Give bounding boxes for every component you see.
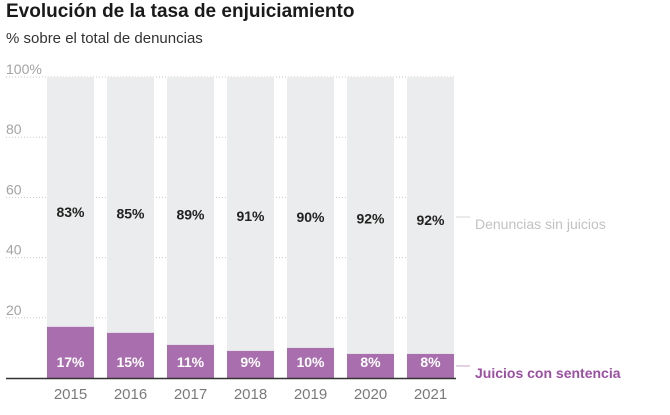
bar-segment-juicios-con-sentencia (287, 347, 334, 378)
bar-segment-juicios-con-sentencia (347, 353, 394, 378)
bar-segment-denuncias-sin-juicios (47, 77, 94, 327)
bar-segment-denuncias-sin-juicios (227, 77, 274, 351)
legend-label-juicios-con-sentencia: Juicios con sentencia (475, 365, 621, 381)
bar-segment-denuncias-sin-juicios (167, 77, 214, 345)
data-label-denuncias: 92% (416, 212, 445, 228)
data-label-denuncias: 92% (356, 211, 385, 227)
bar-segment-denuncias-sin-juicios (347, 77, 394, 354)
y-tick-label: 100% (6, 61, 42, 77)
legend-label-denuncias-sin-juicios: Denuncias sin juicios (475, 216, 606, 232)
x-tick-label: 2018 (234, 386, 267, 403)
data-label-denuncias: 89% (176, 207, 205, 223)
bar-segment-juicios-con-sentencia (227, 350, 274, 378)
data-label-juicios: 11% (177, 354, 205, 370)
data-label-juicios: 8% (420, 354, 441, 370)
y-tick-label: 80 (6, 121, 22, 137)
x-tick-label: 2017 (174, 386, 207, 403)
bar-segment-denuncias-sin-juicios (107, 77, 154, 333)
bar-segment-juicios-con-sentencia (47, 326, 94, 378)
data-label-juicios: 9% (240, 354, 261, 370)
chart-title: Evolución de la tasa de enjuiciamiento (6, 1, 355, 22)
data-label-denuncias: 85% (116, 205, 145, 221)
x-tick-label: 2016 (114, 386, 147, 403)
chart-subtitle: % sobre el total de denuncias (6, 30, 203, 47)
bar-segment-juicios-con-sentencia (407, 353, 454, 378)
bar-segment-juicios-con-sentencia (167, 344, 214, 378)
data-label-juicios: 15% (116, 354, 145, 370)
data-label-denuncias: 83% (56, 204, 85, 220)
x-tick-label: 2021 (414, 386, 447, 403)
data-label-juicios: 17% (56, 354, 85, 370)
bar-segment-denuncias-sin-juicios (287, 77, 334, 348)
data-label-juicios: 10% (296, 354, 325, 370)
y-tick-label: 20 (6, 302, 22, 318)
x-tick-label: 2015 (54, 386, 87, 403)
x-tick-label: 2019 (294, 386, 327, 403)
y-tick-label: 60 (6, 181, 22, 197)
bar-segment-juicios-con-sentencia (107, 332, 154, 378)
data-label-denuncias: 91% (236, 208, 265, 224)
data-label-juicios: 8% (360, 354, 381, 370)
y-tick-label: 40 (6, 242, 22, 258)
data-label-denuncias: 90% (296, 209, 325, 225)
x-tick-label: 2020 (354, 386, 387, 403)
bar-segment-denuncias-sin-juicios (407, 77, 454, 354)
